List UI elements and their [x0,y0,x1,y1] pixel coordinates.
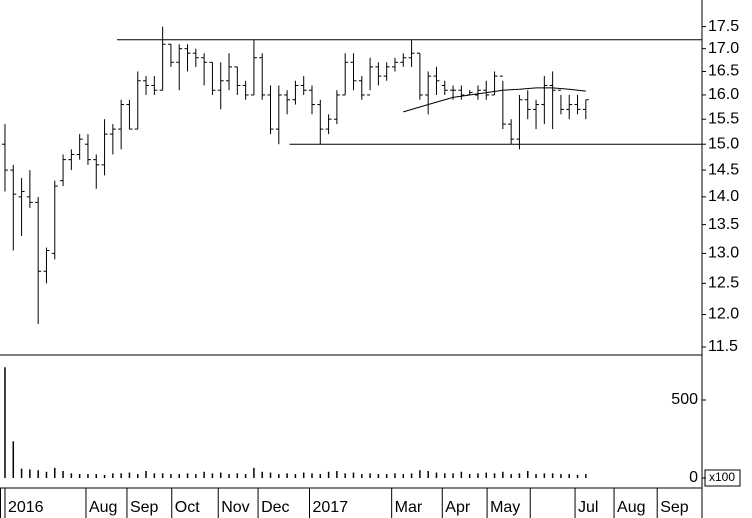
y-tick-label: 16.0 [708,86,739,103]
y-tick-label: 17.0 [708,40,739,57]
x-tick-label: Sep [130,499,159,516]
y-tick-label: 17.5 [708,18,739,35]
y-tick-label: 15.5 [708,110,739,127]
x-tick-label: Aug [617,499,645,516]
x-tick-label: Sep [660,499,689,516]
y-tick-label: 14.5 [708,161,739,178]
y-tick-label: 13.5 [708,216,739,233]
y-tick-label: 15.0 [708,135,739,152]
y-tick-label: 11.5 [708,338,738,355]
x-tick-label: Aug [89,499,117,516]
x-tick-label: Apr [445,499,471,516]
moving-average [403,87,586,113]
y-tick-label: 12.0 [708,306,739,323]
x-tick-label: Oct [175,499,200,516]
y-tick-label: 16.5 [708,63,739,80]
x-tick-label: Mar [395,499,423,516]
x-tick-label: Jul [578,499,598,516]
x-tick-label: Dec [261,499,289,516]
y-tick-label: 13.0 [708,245,739,262]
x-tick-label: Nov [221,499,249,516]
y-tick-label: 500 [671,391,698,408]
unit-label: x100 [709,470,735,484]
x-tick-label: 2016 [8,499,44,516]
y-tick-label: 0 [689,469,698,486]
x-tick-label: May [490,499,520,516]
y-tick-label: 14.0 [708,188,739,205]
y-tick-label: 12.5 [708,275,739,292]
x-tick-label: 2017 [313,499,349,516]
